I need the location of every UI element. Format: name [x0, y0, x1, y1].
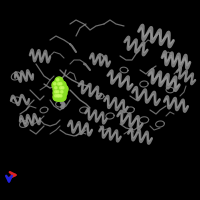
Circle shape	[60, 85, 68, 93]
Circle shape	[56, 94, 63, 101]
Circle shape	[53, 93, 61, 101]
Circle shape	[53, 89, 61, 97]
Circle shape	[59, 89, 67, 97]
Circle shape	[61, 91, 63, 93]
Circle shape	[57, 91, 59, 93]
Circle shape	[58, 85, 66, 93]
Circle shape	[58, 95, 60, 97]
Circle shape	[59, 86, 66, 93]
Circle shape	[55, 89, 63, 97]
Circle shape	[56, 93, 64, 101]
Circle shape	[56, 90, 63, 97]
Circle shape	[58, 81, 66, 89]
Circle shape	[61, 105, 64, 109]
Circle shape	[53, 82, 60, 89]
Circle shape	[57, 82, 64, 89]
Circle shape	[57, 79, 59, 81]
Circle shape	[60, 95, 62, 97]
Circle shape	[59, 94, 66, 101]
Circle shape	[57, 95, 59, 97]
Circle shape	[61, 86, 68, 93]
Circle shape	[55, 93, 63, 101]
Circle shape	[58, 93, 66, 101]
Circle shape	[55, 95, 57, 97]
Circle shape	[62, 103, 65, 106]
Circle shape	[62, 87, 64, 89]
Circle shape	[56, 81, 64, 89]
Circle shape	[58, 83, 60, 85]
Circle shape	[57, 94, 64, 101]
Circle shape	[55, 91, 57, 93]
Circle shape	[55, 87, 57, 89]
Circle shape	[59, 82, 66, 89]
Circle shape	[60, 90, 67, 97]
Circle shape	[55, 77, 63, 85]
Circle shape	[54, 86, 61, 93]
Circle shape	[54, 83, 56, 85]
Circle shape	[56, 78, 63, 85]
Circle shape	[60, 87, 62, 89]
Circle shape	[54, 94, 61, 101]
Circle shape	[54, 90, 61, 97]
Circle shape	[60, 83, 62, 85]
Circle shape	[52, 81, 60, 89]
Circle shape	[60, 101, 64, 104]
Circle shape	[53, 85, 61, 93]
